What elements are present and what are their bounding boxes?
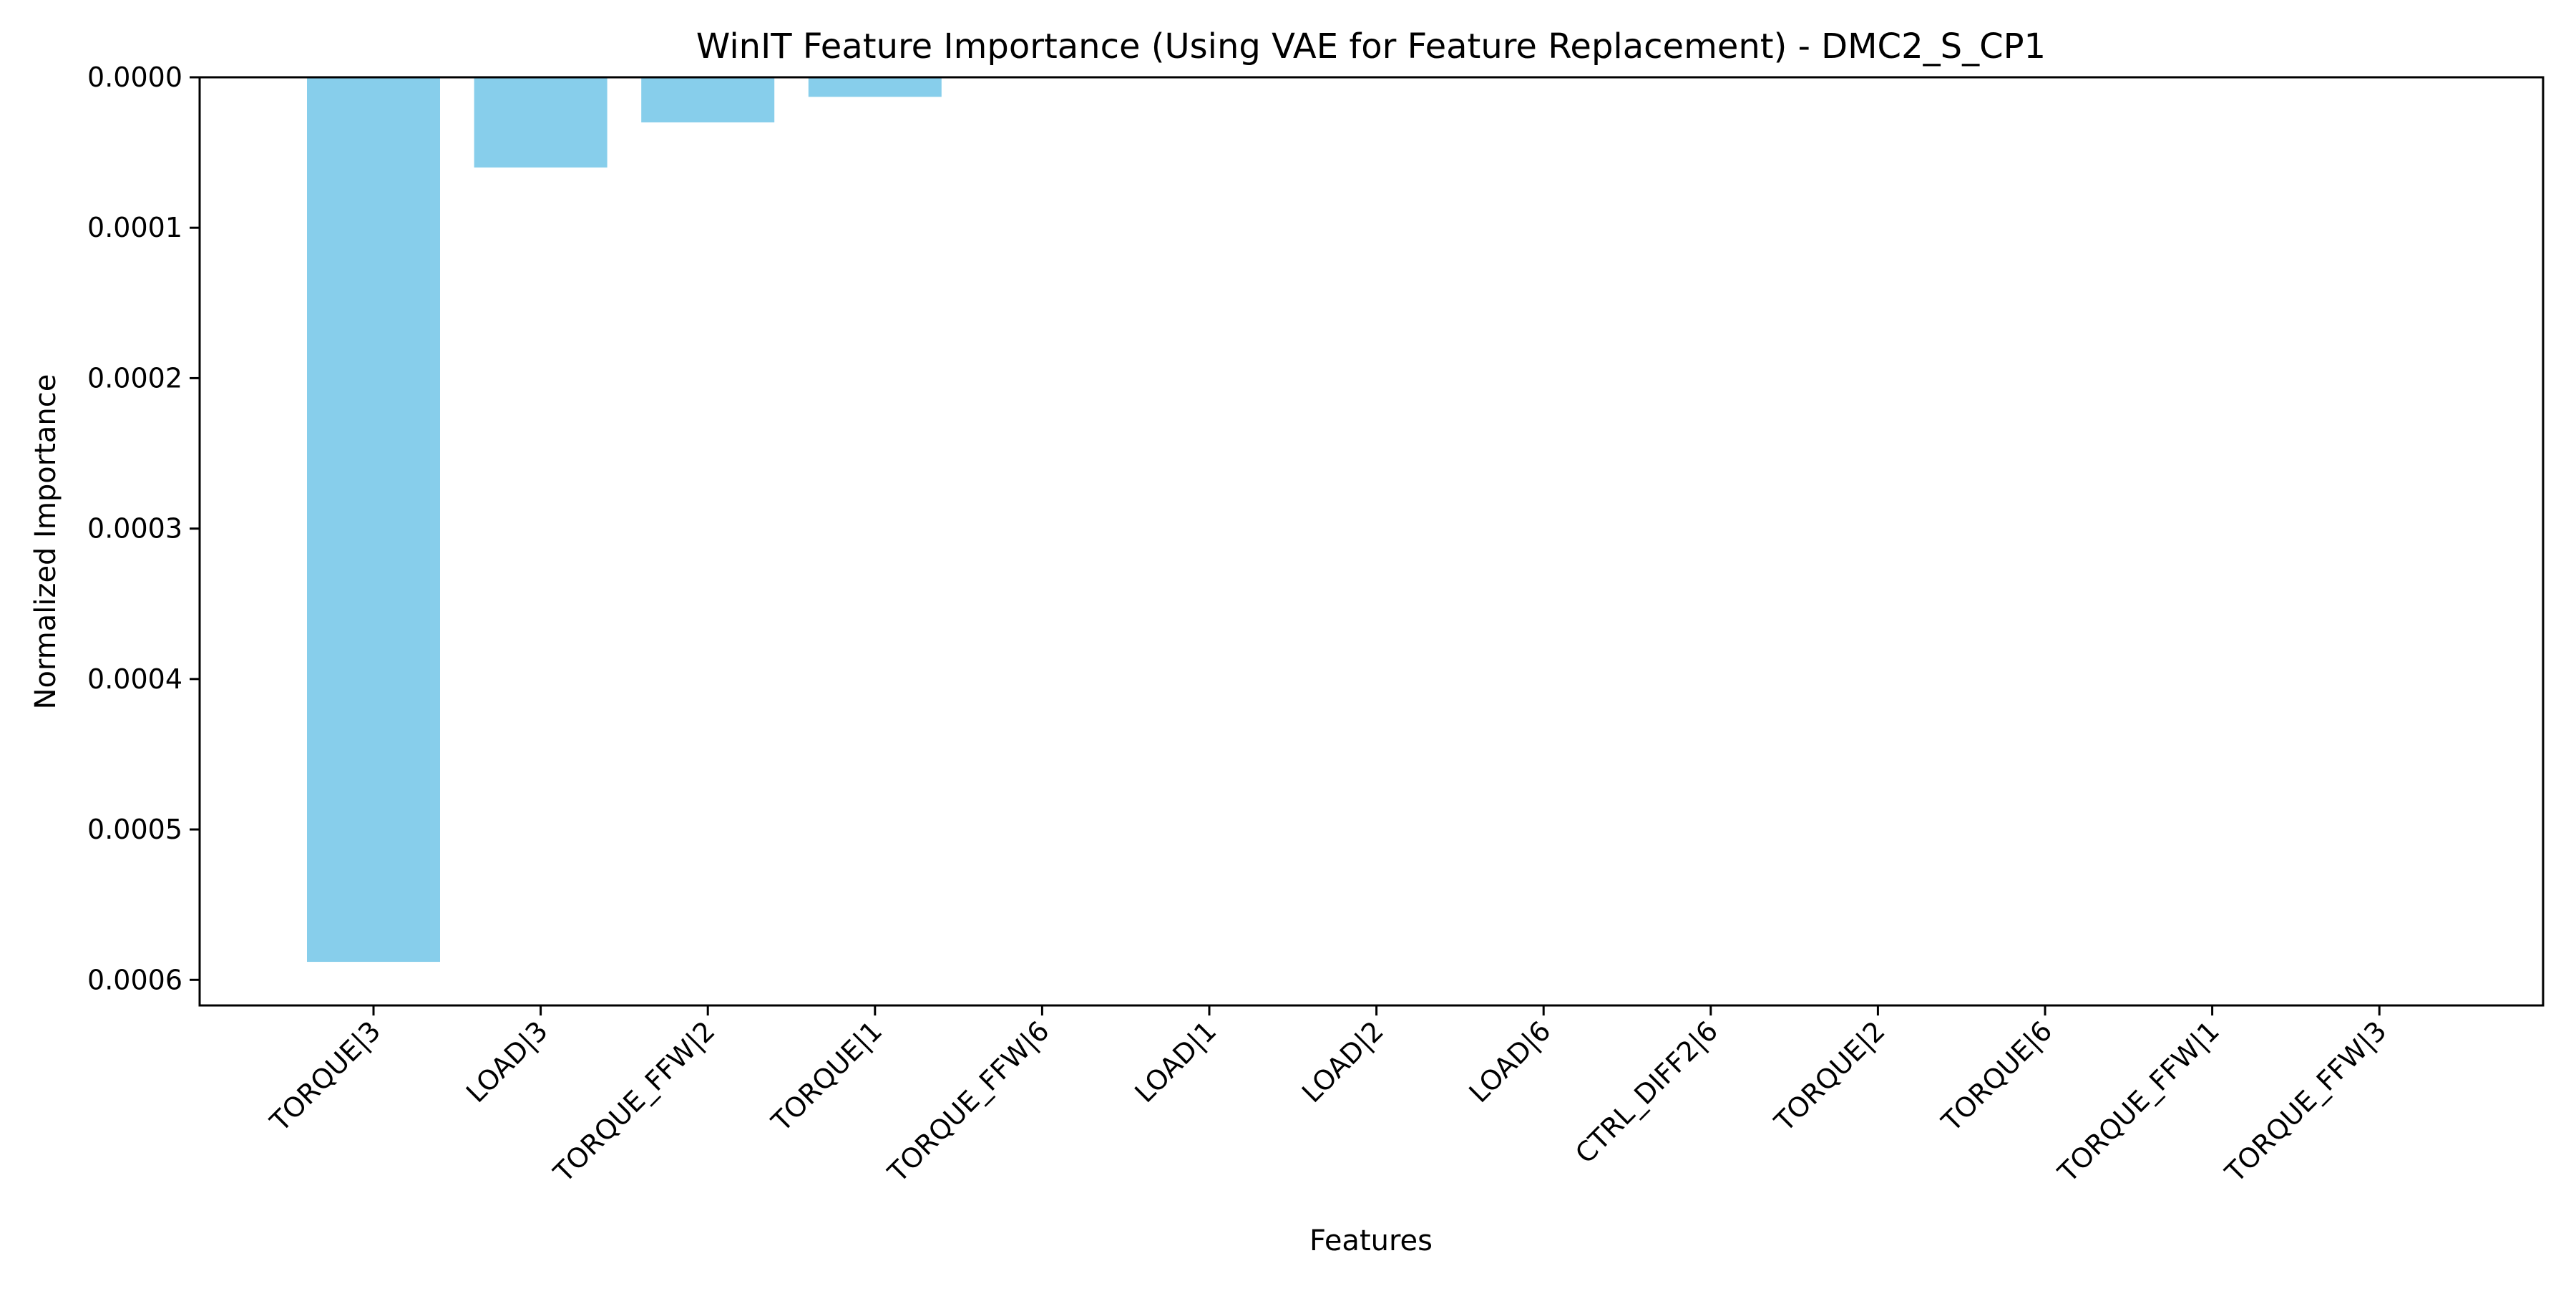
y-axis-label: Normalized Importance <box>29 374 62 710</box>
bar <box>641 77 775 123</box>
y-axis-ticks: 0.0000 0.0001 0.0002 0.0003 0.0004 0.0005 0.00… <box>87 62 200 995</box>
y-tick-label: 0.0002 <box>87 362 182 394</box>
x-axis-label: Features <box>1309 1224 1433 1257</box>
y-tick-label: 0.0000 <box>87 62 182 93</box>
y-tick-label: 0.0005 <box>87 814 182 845</box>
y-tick-label: 0.0004 <box>87 663 182 695</box>
bar <box>808 77 942 97</box>
bar <box>307 77 440 963</box>
bar <box>474 77 608 168</box>
y-tick-label: 0.0006 <box>87 964 182 995</box>
bars-layer <box>307 77 942 963</box>
chart-title: WinIT Feature Importance (Using VAE for … <box>696 26 2046 67</box>
y-tick-label: 0.0001 <box>87 212 182 243</box>
y-tick-label: 0.0003 <box>87 513 182 545</box>
plot-area-frame <box>198 76 2545 1007</box>
